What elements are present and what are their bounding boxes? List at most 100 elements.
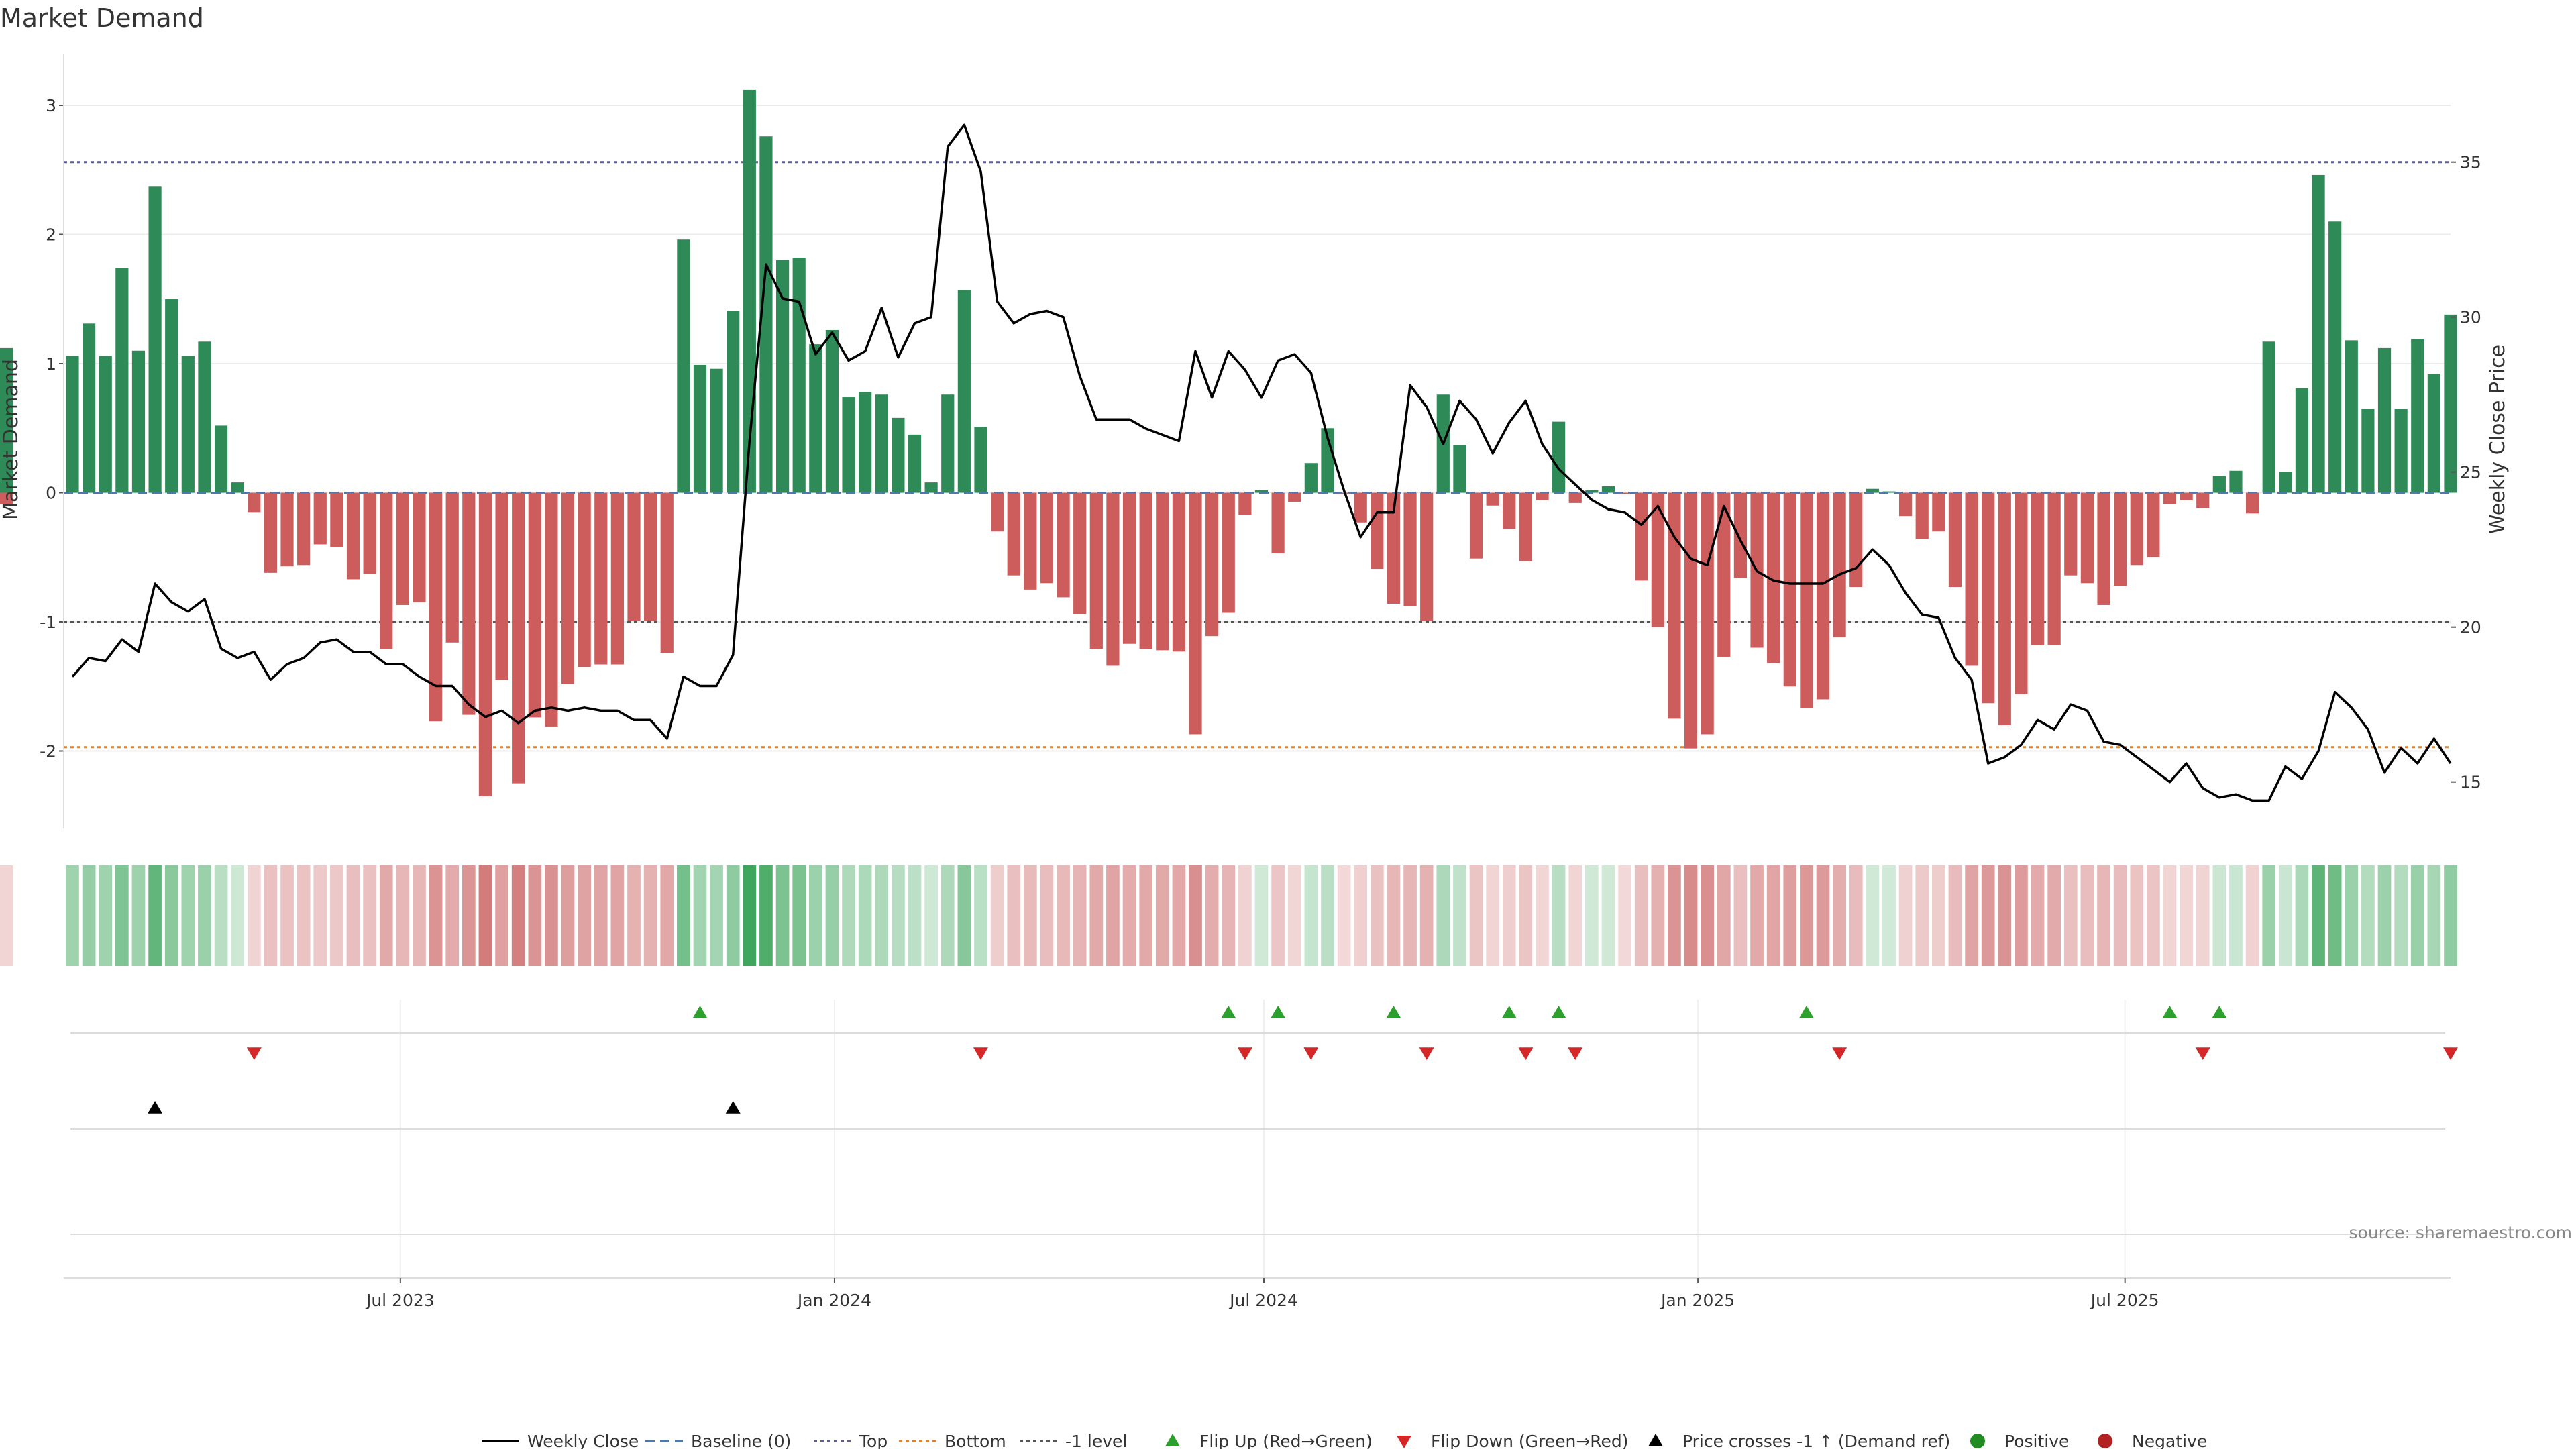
- heat-cell: [1073, 865, 1087, 966]
- demand-bar: [578, 492, 591, 667]
- price-cross-marker: [148, 1101, 163, 1114]
- heat-cell: [511, 865, 525, 966]
- heat-cell: [726, 865, 740, 966]
- legend-label: Baseline (0): [691, 1432, 791, 1449]
- heat-cell: [1536, 865, 1549, 966]
- heat-cell: [1238, 865, 1252, 966]
- heat-cell: [561, 865, 575, 966]
- demand-bar: [610, 492, 624, 665]
- demand-bar: [2015, 492, 2028, 694]
- demand-bar: [181, 356, 195, 493]
- heat-cell: [1007, 865, 1021, 966]
- demand-bar: [892, 417, 905, 493]
- demand-bar: [941, 394, 955, 493]
- demand-bar: [2047, 492, 2061, 645]
- y2-axis-label: Weekly Close Price: [2486, 345, 2510, 534]
- demand-bar: [1486, 492, 1499, 506]
- heat-cell: [1585, 865, 1599, 966]
- demand-bar: [1106, 492, 1120, 666]
- axes: 3 2 1 0 -1 -2 35 30 25 20 15: [40, 54, 2481, 828]
- heat-cell: [660, 865, 674, 966]
- demand-bar: [1882, 491, 1896, 493]
- heat-cell: [1750, 865, 1764, 966]
- demand-bar: [2394, 409, 2408, 493]
- legend-symbol: [1648, 1434, 1663, 1446]
- heat-cell: [759, 865, 773, 966]
- demand-bar: [1552, 421, 1566, 493]
- heat-cell: [462, 865, 476, 966]
- heat-cell: [1419, 865, 1434, 966]
- x-tick-label: Jul 2025: [2090, 1291, 2159, 1310]
- demand-bar: [1998, 492, 2011, 725]
- demand-bar: [198, 341, 211, 493]
- demand-bar: [363, 492, 376, 574]
- demand-bar: [759, 136, 773, 493]
- flip-down-marker: [1568, 1047, 1583, 1060]
- demand-heat-strip: [0, 865, 2457, 966]
- legend-symbol: [1165, 1434, 1180, 1446]
- heat-cell: [2427, 865, 2441, 966]
- heat-cell: [1618, 865, 1631, 966]
- heat-cell: [66, 865, 79, 966]
- legend-symbol: [1397, 1436, 1411, 1448]
- y-tick-label: 3: [46, 96, 56, 115]
- heat-cell: [1833, 865, 1846, 966]
- heat-cell: [1122, 865, 1136, 966]
- demand-bar: [1288, 492, 1301, 502]
- legend-label: Flip Down (Green→Red): [1431, 1432, 1629, 1449]
- demand-bar: [1767, 492, 1780, 663]
- demand-bar: [429, 492, 443, 722]
- heat-cell: [429, 865, 443, 966]
- heat-cell: [1287, 865, 1301, 966]
- flip-up-marker: [1221, 1006, 1236, 1018]
- flip-up-marker: [1799, 1006, 1814, 1018]
- heat-cell: [1568, 865, 1582, 966]
- heat-cell: [710, 865, 723, 966]
- source-note: source: sharemaestro.com: [2349, 1223, 2573, 1242]
- heat-cell: [2328, 865, 2342, 966]
- heat-cell: [1668, 865, 1681, 966]
- heat-cell: [1866, 865, 1880, 966]
- heat-cell: [990, 865, 1004, 966]
- weekly-close-line: [71, 123, 2452, 802]
- demand-bar: [1519, 492, 1532, 561]
- heat-cell: [1155, 865, 1169, 966]
- heat-cell: [1106, 865, 1120, 966]
- y-tick-label: 2: [46, 225, 56, 245]
- demand-bar: [825, 329, 839, 493]
- heat-cell: [677, 865, 690, 966]
- demand-bar: [512, 492, 525, 784]
- demand-bar: [2361, 409, 2375, 493]
- demand-bar: [248, 492, 261, 513]
- heat-cell: [1948, 865, 1962, 966]
- heat-cell: [2130, 865, 2144, 966]
- demand-bar: [908, 434, 922, 493]
- heat-cell: [1783, 865, 1797, 966]
- demand-bar: [445, 492, 459, 643]
- heat-cell: [1222, 865, 1236, 966]
- demand-bar: [727, 311, 740, 493]
- flip-up-marker: [692, 1006, 708, 1018]
- demand-bar: [693, 364, 707, 493]
- demand-bar: [1172, 492, 1186, 652]
- demand-bar: [1982, 492, 1995, 704]
- demand-bar: [1899, 492, 1913, 517]
- y-tick-label: -1: [40, 612, 56, 632]
- demand-bar: [297, 492, 311, 566]
- heat-cell: [2295, 865, 2309, 966]
- heat-cell: [2047, 865, 2061, 966]
- y2-tick-label: 30: [2460, 308, 2481, 327]
- heat-cell: [2229, 865, 2243, 966]
- demand-bar: [1024, 492, 1037, 590]
- flip-up-marker: [2162, 1006, 2178, 1018]
- x-tick-label: Jan 2025: [1660, 1291, 1735, 1310]
- demand-bar: [0, 347, 13, 493]
- y2-tick-label: 20: [2460, 618, 2481, 637]
- demand-bar: [775, 260, 790, 493]
- demand-bar: [2229, 470, 2243, 493]
- demand-bar: [2377, 347, 2392, 493]
- heat-cell: [1486, 865, 1499, 966]
- x-tick-label: Jul 2023: [365, 1291, 435, 1310]
- demand-bar: [545, 492, 558, 727]
- demand-bar: [1536, 492, 1549, 501]
